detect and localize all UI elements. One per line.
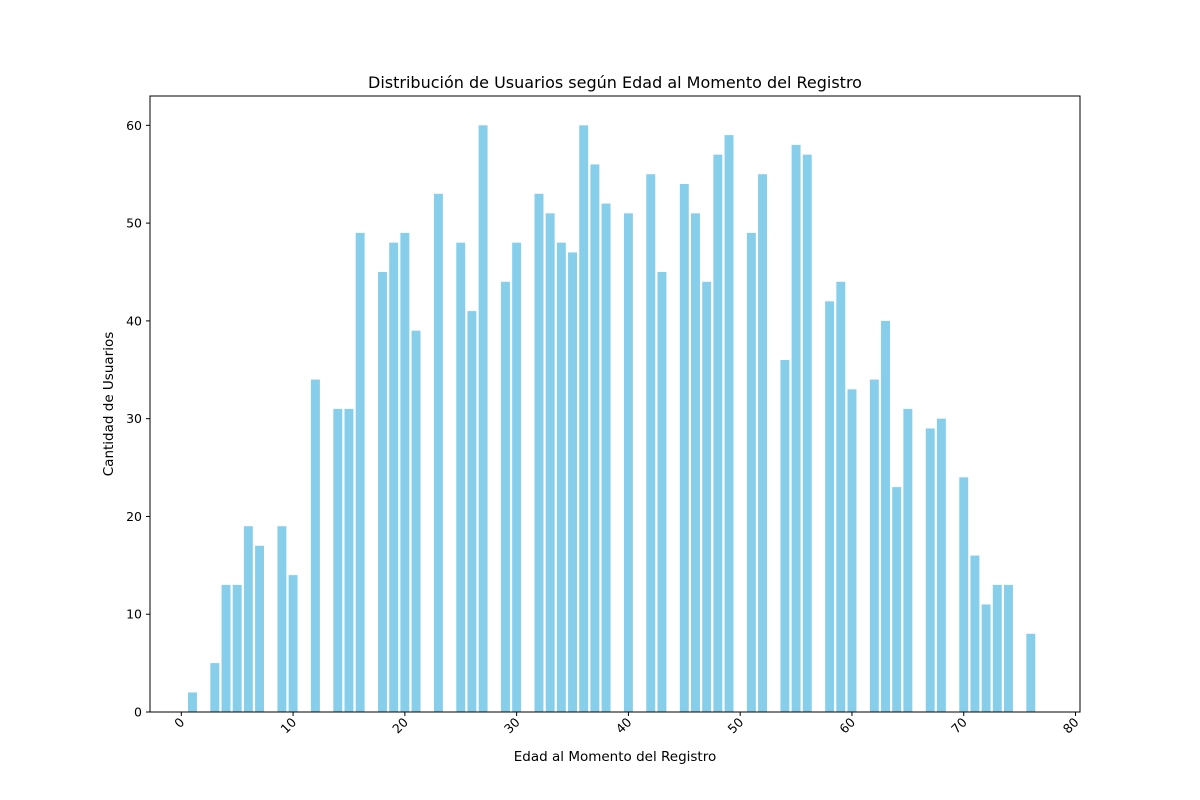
y-axis-ticks: 0 10 20 30 40 50 60: [126, 118, 150, 720]
bar: [355, 232, 365, 712]
x-tick-label: 0: [171, 714, 187, 730]
bar: [1003, 584, 1013, 712]
bar: [791, 144, 801, 712]
bar: [188, 692, 197, 712]
x-tick-label: 50: [724, 714, 746, 736]
bar: [556, 242, 566, 712]
bar: [512, 242, 522, 712]
bar: [288, 575, 298, 712]
bar: [981, 604, 991, 712]
x-tick-label: 70: [948, 714, 970, 736]
bars-group: [188, 125, 1036, 713]
bar: [746, 232, 756, 712]
bar: [936, 418, 946, 712]
bar: [836, 281, 846, 712]
bar: [378, 272, 387, 712]
x-tick-label: 40: [613, 714, 635, 736]
bar: [500, 281, 510, 712]
bar: [679, 184, 689, 712]
bar: [534, 193, 544, 712]
bar: [691, 213, 700, 713]
x-tick-label: 10: [277, 714, 299, 736]
bar: [623, 213, 633, 713]
y-tick-label: 30: [126, 411, 142, 426]
bar: [478, 125, 488, 713]
bar: [467, 311, 477, 712]
bar: [646, 174, 656, 712]
x-tick-label: 20: [389, 714, 411, 736]
bar: [601, 203, 611, 713]
bar: [389, 242, 399, 712]
bar: [400, 232, 410, 712]
bar: [780, 360, 790, 712]
bar: [568, 252, 577, 712]
y-tick-label: 60: [126, 118, 142, 133]
y-axis-label: Cantidad de Usuarios: [101, 332, 117, 477]
bar: [310, 379, 320, 712]
bar: [277, 526, 287, 712]
bar: [925, 428, 935, 712]
bar: [579, 125, 589, 713]
bar: [411, 330, 421, 712]
x-tick-label: 60: [836, 714, 858, 736]
bar: [847, 389, 857, 712]
plot-frame: [149, 95, 1081, 713]
bar: [333, 408, 343, 712]
bar: [992, 584, 1002, 712]
y-tick-label: 50: [126, 216, 142, 231]
bar: [758, 174, 768, 712]
bar: [243, 526, 253, 712]
bar: [724, 135, 734, 713]
bar: [702, 281, 712, 712]
bar: [657, 272, 667, 712]
bar: [433, 193, 443, 712]
bar: [232, 584, 242, 712]
y-tick-label: 40: [126, 313, 142, 328]
bar: [892, 487, 902, 712]
bar: [1026, 633, 1036, 712]
bar: [802, 154, 812, 712]
y-tick-label: 0: [134, 705, 142, 720]
bar: [713, 154, 723, 712]
x-tick-label: 80: [1060, 714, 1082, 736]
x-axis-label: Edad al Momento del Registro: [514, 749, 716, 765]
y-tick-label: 10: [126, 607, 142, 622]
x-tick-label: 30: [501, 714, 523, 736]
bar: [970, 555, 980, 712]
x-axis-ticks: 0 10 20 30 40 50 60 70 80: [171, 712, 1082, 736]
bar: [590, 164, 600, 712]
bar: [903, 408, 913, 712]
bar: [959, 477, 969, 712]
bar: [344, 408, 354, 712]
bar: [456, 242, 466, 712]
bar: [881, 320, 890, 712]
bar: [255, 545, 265, 712]
y-tick-label: 20: [126, 509, 142, 524]
bar: [210, 663, 220, 712]
bar: [869, 379, 879, 712]
bar: [545, 213, 555, 713]
bar: [221, 584, 231, 712]
bar: [825, 301, 835, 712]
chart-title: Distribución de Usuarios según Edad al M…: [368, 73, 862, 92]
